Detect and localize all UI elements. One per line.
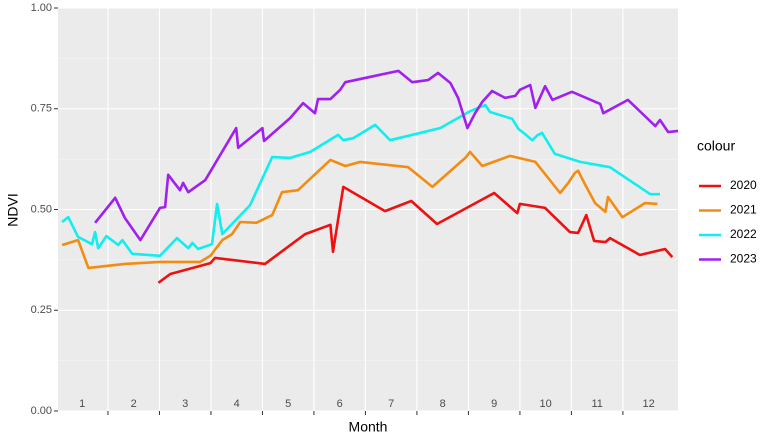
x-tick-label: 7 (388, 398, 394, 410)
y-tick-label: 0.25 (31, 304, 52, 316)
x-tick-label: 12 (643, 398, 655, 410)
x-tick-label: 4 (234, 398, 240, 410)
x-tick-label: 11 (591, 398, 602, 410)
series-line (61, 103, 660, 258)
x-tick-label: 2 (131, 398, 137, 410)
x-tick-label: 10 (540, 398, 552, 410)
legend-label: 2020 (730, 178, 757, 192)
y-tick-label: 0.75 (31, 103, 52, 115)
legend-label: 2023 (730, 252, 757, 266)
x-tick-label: 9 (491, 398, 497, 410)
legend-label: 2021 (730, 203, 757, 217)
legend-title: colour (697, 138, 735, 154)
y-tick-label: 0.50 (31, 203, 52, 215)
series-line (157, 185, 674, 284)
lines (61, 69, 679, 284)
x-tick-label: 1 (79, 398, 85, 410)
y-axis-title: NDVI (5, 193, 21, 226)
x-tick-label: 6 (337, 398, 343, 410)
x-tick-label: 3 (182, 398, 188, 410)
series-line (61, 150, 658, 270)
legend-label: 2022 (730, 227, 757, 241)
legend: colour 2020 2021 2022 2023 (697, 138, 757, 266)
y-tick-label: 1.00 (31, 2, 52, 14)
axes: 0.000.250.500.751.001 2 3 4 5 6 7 8 9 10 11 12 (31, 2, 655, 417)
x-tick-label: 8 (440, 398, 446, 410)
y-tick-label: 0.00 (31, 405, 52, 417)
x-axis-title: Month (349, 419, 388, 435)
series-line (94, 69, 679, 242)
x-tick-label: 5 (285, 398, 291, 410)
